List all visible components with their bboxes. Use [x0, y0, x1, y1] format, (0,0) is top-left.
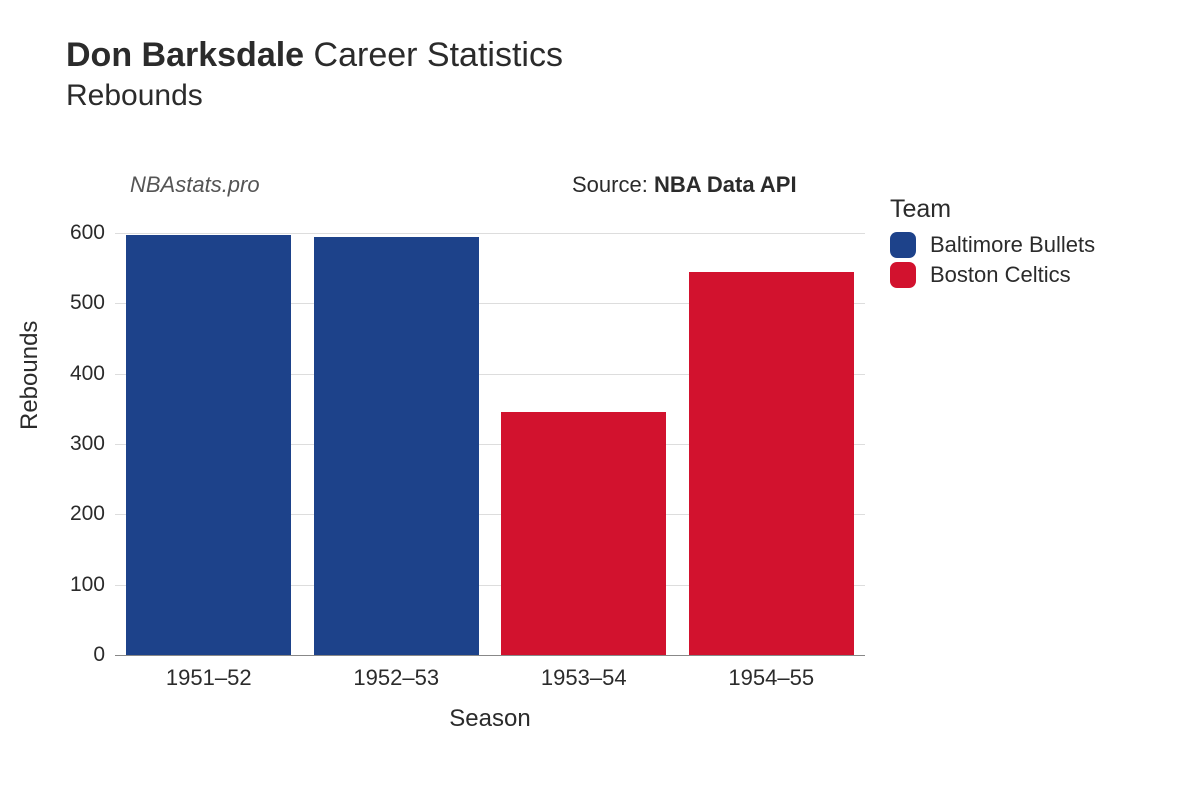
legend-swatch: [890, 232, 916, 258]
legend-item: Boston Celtics: [890, 262, 1095, 288]
chart-subtitle: Rebounds: [66, 79, 563, 113]
bar: [501, 412, 666, 655]
source-attribution: Source: NBA Data API: [572, 172, 797, 198]
legend-label: Boston Celtics: [930, 262, 1071, 288]
source-label: Source:: [572, 172, 654, 197]
legend-title: Team: [890, 195, 1095, 224]
y-tick-label: 100: [70, 573, 105, 597]
title-block: Don Barksdale Career Statistics Rebounds: [66, 36, 563, 113]
title-bold: Don Barksdale: [66, 36, 304, 74]
y-tick-label: 300: [70, 432, 105, 456]
x-tick-label: 1952–53: [353, 665, 439, 691]
source-value: NBA Data API: [654, 172, 797, 197]
plot-area: 01002003004005006001951–521952–531953–54…: [115, 205, 865, 656]
watermark-text: NBAstats.pro: [130, 172, 260, 198]
bar: [314, 237, 479, 655]
x-axis-label: Season: [449, 705, 530, 733]
legend-item: Baltimore Bullets: [890, 232, 1095, 258]
legend: Team Baltimore Bullets Boston Celtics: [890, 195, 1095, 292]
x-tick-label: 1953–54: [541, 665, 627, 691]
y-tick-label: 500: [70, 291, 105, 315]
y-tick-label: 200: [70, 502, 105, 526]
legend-swatch: [890, 262, 916, 288]
bar: [689, 272, 854, 655]
y-tick-label: 0: [93, 643, 105, 667]
y-tick-label: 400: [70, 362, 105, 386]
x-tick-label: 1954–55: [728, 665, 814, 691]
x-tick-label: 1951–52: [166, 665, 252, 691]
bar: [126, 235, 291, 655]
y-tick-label: 600: [70, 221, 105, 245]
title-normal: Career Statistics: [304, 36, 563, 74]
y-axis-label: Rebounds: [16, 321, 44, 430]
chart-title: Don Barksdale Career Statistics: [66, 36, 563, 75]
legend-label: Baltimore Bullets: [930, 232, 1095, 258]
chart-container: Don Barksdale Career Statistics Rebounds…: [0, 0, 1200, 800]
